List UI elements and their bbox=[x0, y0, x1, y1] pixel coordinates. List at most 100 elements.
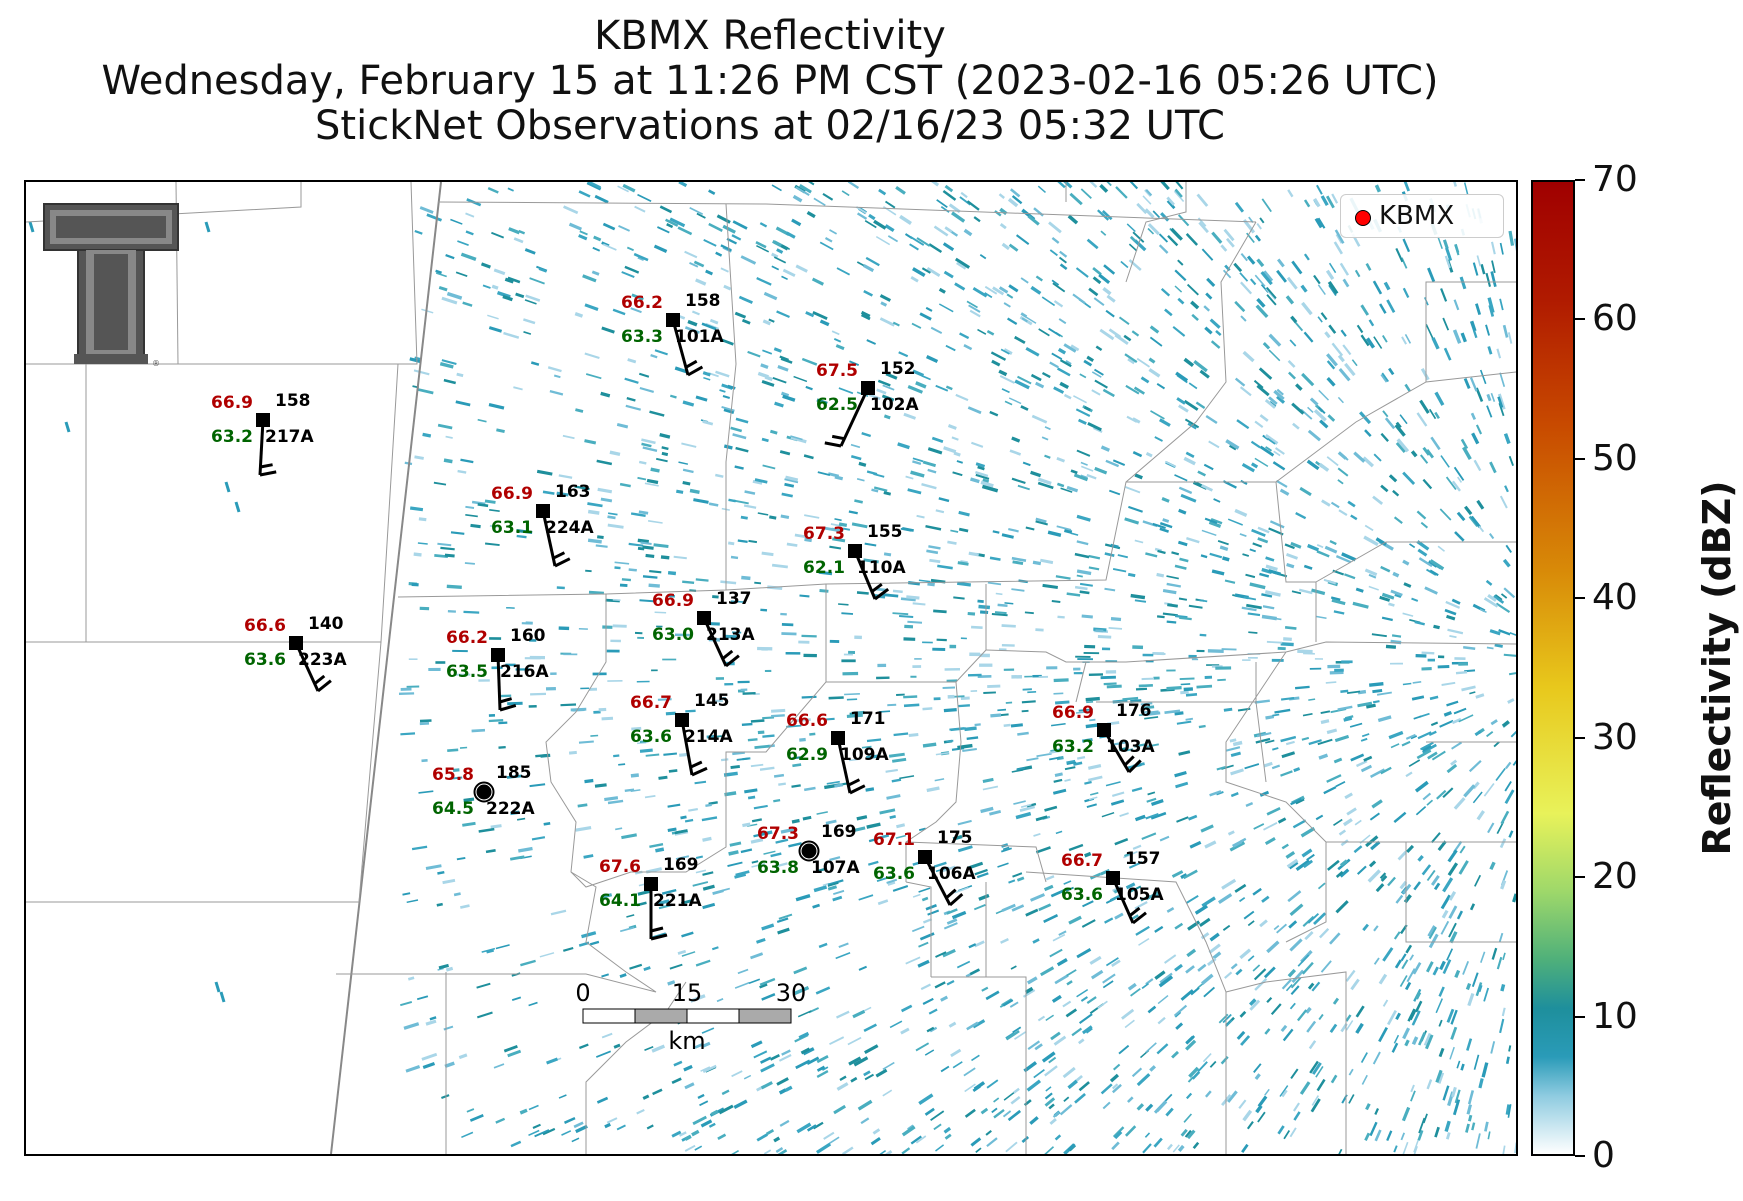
echo-streak bbox=[748, 978, 761, 985]
echo-streak bbox=[1394, 593, 1402, 599]
echo-streak bbox=[1283, 637, 1292, 642]
map-canvas[interactable]: ® 66.263.3158101A67.562.5152102A66.963.2… bbox=[26, 182, 1516, 1154]
echo-streak bbox=[1500, 983, 1506, 992]
echo-streak bbox=[816, 1070, 829, 1078]
echo-streak bbox=[1057, 615, 1065, 619]
echo-streak bbox=[1044, 426, 1051, 431]
echo-streak bbox=[1014, 379, 1030, 390]
echo-streak bbox=[689, 994, 706, 1003]
echo-streak bbox=[667, 827, 677, 832]
echo-streak bbox=[1406, 968, 1416, 983]
station-dewpoint: 63.3 bbox=[621, 327, 663, 347]
echo-streak bbox=[885, 768, 898, 773]
echo-streak bbox=[1416, 510, 1427, 520]
echo-streak bbox=[1300, 826, 1316, 838]
echo-streak bbox=[1141, 677, 1155, 681]
echo-streak bbox=[1499, 838, 1507, 849]
echo-streak bbox=[994, 210, 1002, 217]
echo-streak bbox=[1056, 482, 1065, 488]
station-dewpoint: 64.1 bbox=[599, 891, 641, 911]
echo-streak bbox=[1094, 379, 1108, 389]
echo-streak bbox=[1187, 920, 1201, 931]
echo-streak bbox=[1079, 582, 1093, 587]
echo-streak bbox=[1288, 920, 1298, 929]
echo-streak bbox=[1309, 397, 1319, 406]
echo-streak bbox=[822, 882, 830, 887]
map-panel[interactable]: ® 66.2 63.3 158 101A 67.5 62.5 152 102A 66.9 63.2… bbox=[24, 180, 1518, 1156]
echo-streak bbox=[1256, 223, 1262, 230]
echo-streak bbox=[1426, 869, 1436, 882]
echo-streak bbox=[1239, 272, 1249, 282]
echo-streak bbox=[1156, 1043, 1169, 1055]
echo-streak bbox=[649, 410, 665, 417]
echo-streak bbox=[637, 255, 645, 261]
echo-streak bbox=[1371, 633, 1387, 638]
echo-streak bbox=[1208, 520, 1222, 528]
echo-streak bbox=[723, 444, 733, 450]
echo-streak bbox=[908, 733, 919, 737]
echo-streak bbox=[801, 695, 817, 699]
echo-streak bbox=[1325, 195, 1335, 209]
echo-streak bbox=[799, 737, 806, 742]
echo-streak bbox=[1291, 969, 1305, 984]
title-line-1: KBMX Reflectivity bbox=[594, 13, 946, 59]
echo-streak bbox=[1487, 1131, 1491, 1140]
echo-streak bbox=[1171, 551, 1180, 556]
echo-streak bbox=[702, 902, 716, 910]
echo-streak bbox=[760, 363, 769, 369]
echo-streak bbox=[1392, 489, 1400, 497]
echo-streak bbox=[978, 604, 991, 610]
echo-streak bbox=[1459, 845, 1466, 854]
echo-streak bbox=[676, 489, 684, 494]
echo-streak bbox=[1201, 248, 1214, 261]
echo-streak bbox=[985, 990, 1000, 1001]
echo-streak bbox=[519, 1108, 528, 1115]
echo-streak bbox=[1003, 348, 1013, 355]
echo-streak bbox=[702, 420, 714, 426]
station-marker-icon bbox=[1097, 723, 1111, 737]
echo-streak bbox=[1306, 1020, 1317, 1033]
echo-streak bbox=[731, 1150, 739, 1154]
echo-streak bbox=[621, 578, 632, 582]
echo-streak bbox=[525, 294, 541, 302]
echo-streak bbox=[975, 471, 989, 478]
echo-streak bbox=[1256, 731, 1272, 738]
echo-streak bbox=[1307, 913, 1320, 924]
echo-streak bbox=[587, 502, 603, 508]
echo-streak bbox=[1337, 479, 1344, 485]
echo-streak bbox=[1174, 1011, 1182, 1018]
echo-streak bbox=[1467, 1114, 1473, 1122]
echo-streak bbox=[836, 1082, 849, 1091]
echo-streak bbox=[1326, 376, 1336, 387]
echo-streak bbox=[821, 1066, 829, 1071]
echo-streak bbox=[930, 326, 943, 334]
echo-streak bbox=[943, 1126, 952, 1134]
echo-streak bbox=[1286, 858, 1299, 869]
echo-streak bbox=[828, 696, 844, 700]
echo-streak bbox=[695, 395, 708, 402]
echo-streak bbox=[872, 1128, 881, 1135]
echo-streak bbox=[954, 887, 969, 894]
echo-streak bbox=[590, 734, 599, 737]
echo-streak bbox=[1152, 210, 1161, 219]
echo-streak bbox=[1446, 948, 1454, 961]
echo-streak bbox=[786, 542, 798, 547]
echo-streak bbox=[1004, 602, 1014, 605]
echo-streak bbox=[1360, 1052, 1368, 1064]
